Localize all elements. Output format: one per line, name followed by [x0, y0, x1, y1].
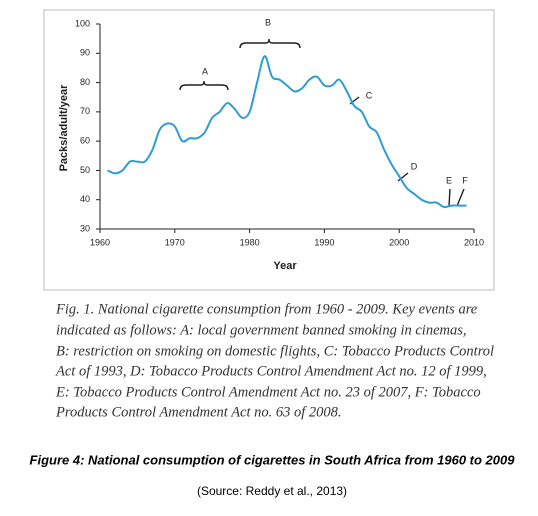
- annotation: B: [265, 17, 271, 27]
- caption-line: Products Control Amendment Act no. 63 of…: [55, 404, 342, 420]
- x-tick-label: 1960: [90, 237, 110, 247]
- x-tick-label: 1990: [314, 237, 334, 247]
- y-tick-label: 30: [80, 223, 90, 233]
- annotation: D: [411, 161, 418, 171]
- y-tick-label: 80: [80, 77, 90, 87]
- annotation: A: [202, 66, 208, 76]
- x-tick-label: 2000: [389, 237, 409, 247]
- y-tick-label: 60: [80, 136, 90, 146]
- y-axis-label: Packs/adult/year: [58, 84, 70, 172]
- data-line: [107, 55, 467, 209]
- source: (Source: Reddy et al., 2013): [197, 484, 347, 498]
- braces: [179, 38, 465, 207]
- pointer-d: [397, 172, 409, 182]
- annotation: F: [462, 175, 468, 185]
- caption-line: E: Tobacco Products Control Amendment Ac…: [55, 384, 481, 400]
- caption-line: B: restriction on smoking on domestic fl…: [56, 343, 494, 359]
- annotation: C: [366, 90, 373, 100]
- x-tick-label: 1980: [240, 237, 260, 247]
- caption-line: indicated as follows: A: local governmen…: [56, 322, 467, 338]
- annotations: A B C D E F: [202, 17, 468, 185]
- x-tick-label: 1970: [165, 237, 185, 247]
- y-tick-label: 40: [80, 194, 90, 204]
- brace-a: [179, 80, 229, 91]
- brace-b: [239, 38, 301, 49]
- y-tick-label: 90: [80, 48, 90, 58]
- chart-frame: [43, 9, 495, 291]
- y-tick-label: 50: [80, 165, 90, 175]
- annotation: E: [446, 175, 452, 185]
- caption-line: Act of 1993, D: Tobacco Products Control…: [55, 363, 487, 379]
- x-tick-label: 2010: [464, 237, 484, 247]
- figure-title: Figure 4: National consumption of cigare…: [30, 452, 516, 467]
- x-axis-label: Year: [273, 260, 297, 272]
- y-tick-label: 70: [80, 106, 90, 116]
- pointer-e: [448, 188, 451, 207]
- pointer-f: [456, 188, 465, 207]
- y-tick-label: 100: [75, 18, 90, 28]
- caption-line: Fig. 1. National cigarette consumption f…: [55, 301, 478, 317]
